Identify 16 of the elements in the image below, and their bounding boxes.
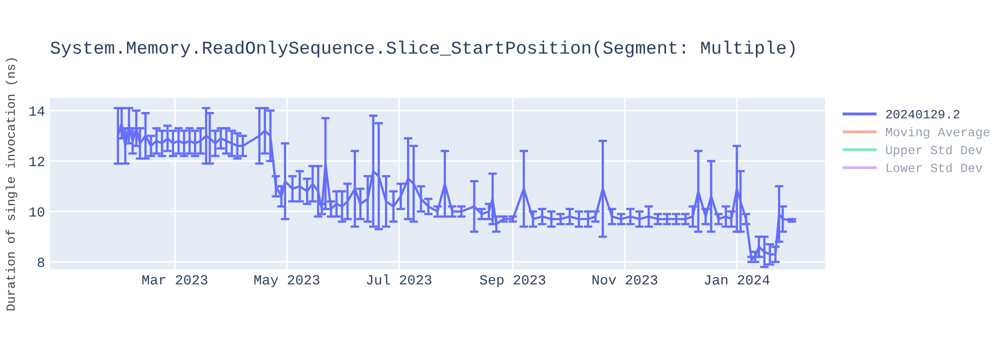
legend-label: 20240129.2 [886, 110, 960, 118]
x-tick-label: Nov 2023 [592, 275, 658, 285]
y-tick-label: 10 [29, 207, 44, 217]
x-tick-label: Jul 2023 [366, 274, 432, 285]
y-tick-label: 12 [29, 156, 44, 166]
x-tick-label: Mar 2023 [142, 275, 208, 285]
chart-title: System.Memory.ReadOnlySequence.Slice_StartPosition(Segment: Multiple) [50, 40, 795, 58]
legend-label: Lower Std Dev [886, 162, 982, 172]
x-tick-label: Sep 2023 [480, 275, 546, 288]
legend-label: Moving Average [886, 127, 990, 139]
y-axis-title: Duration of single invocation (ns) [6, 58, 18, 310]
y-tick-label: 14 [29, 106, 44, 116]
legend-label: Upper Std Dev [886, 145, 982, 157]
x-tick-label: Jan 2024 [704, 275, 770, 285]
y-tick-label: 8 [38, 258, 44, 268]
x-tick-label: May 2023 [254, 275, 320, 288]
